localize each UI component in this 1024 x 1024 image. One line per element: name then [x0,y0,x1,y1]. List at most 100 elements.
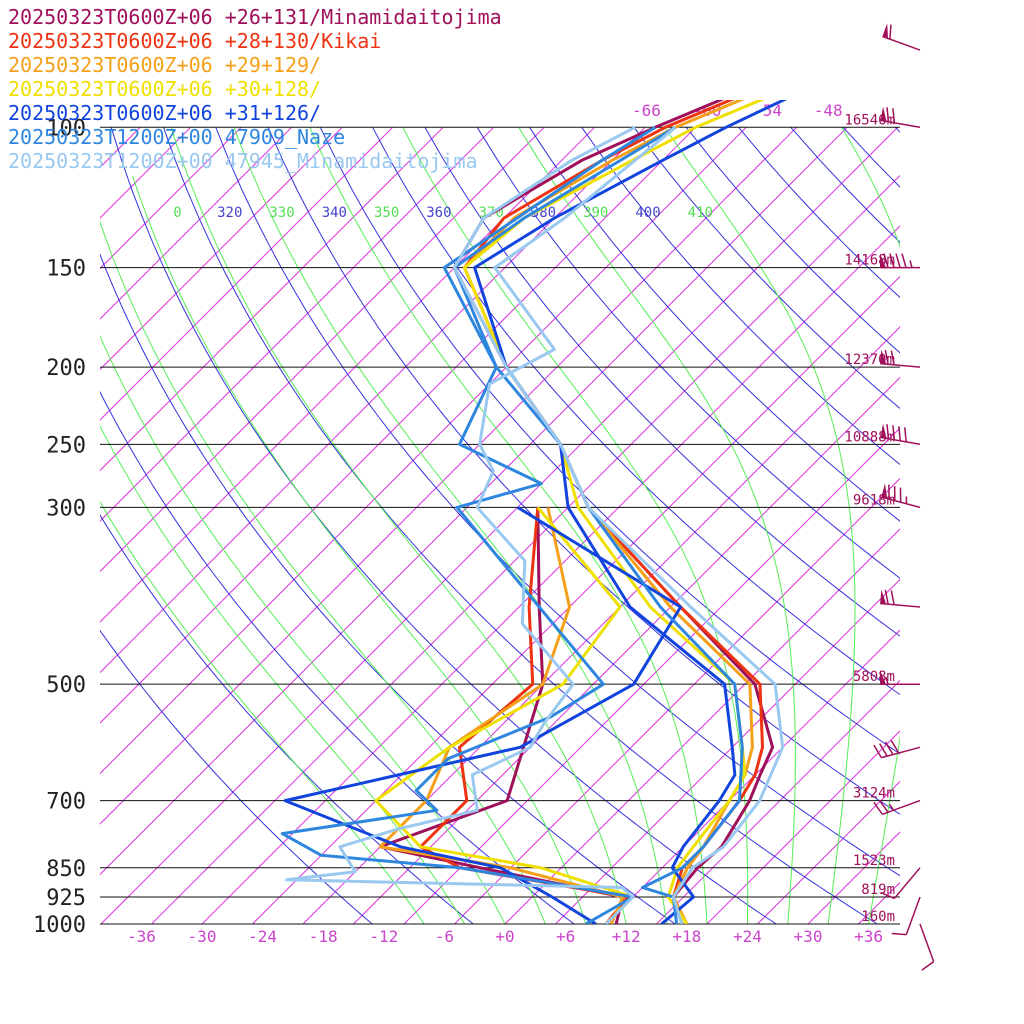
moist-adiabat [133,176,586,924]
pressure-label-500: 500 [46,673,86,698]
barb-flag [881,484,887,499]
theta-label: 350 [374,205,399,221]
barb-full [902,254,906,268]
x-tick-label: +36 [854,927,883,946]
dry-adiabat [1000,127,1024,924]
x-tick-label: +12 [612,927,641,946]
series-1 [421,50,925,924]
barb-full [892,934,907,935]
x-tick-label: +30 [794,927,823,946]
x-tick-label: -30 [188,927,217,946]
barb-full [896,254,900,268]
barb-full [890,25,891,40]
theta-label: 360 [426,205,451,221]
plot-area [0,127,1024,924]
pressure-label-300: 300 [46,496,86,521]
x-tick-label: +0 [495,927,514,946]
dry-adiabat [895,127,1024,924]
x-tick-label: -24 [248,927,277,946]
isotherm-line [455,127,1024,924]
isotherm-line [0,127,241,924]
isotherm-line [707,127,1024,924]
dry-adiabat [843,127,1024,924]
theta-label: 320 [217,205,242,221]
series-2 [380,50,934,924]
x-tick-label: -18 [309,927,338,946]
temperature-line [454,127,782,924]
temperature-axis: -36 -30 -24 -18 -12 -6 +0 +6 +12 +18 +24 +30 +36 [127,927,883,946]
dry-adiabat [59,127,675,924]
moist-adiabat [64,244,505,924]
pressure-label-150: 150 [46,257,86,282]
x-tick-label: -6 [435,927,454,946]
pressure-label-1000: 1000 [33,913,86,938]
moist-adiabat [403,127,748,924]
legend-entry: 20250323T0600Z+06 +30+128/ [8,77,321,101]
barb-shaft [894,868,920,899]
isotherm-line [303,127,1024,924]
series-5 [282,127,742,924]
theta-label: 330 [269,205,294,221]
pressure-label-700: 700 [46,790,86,815]
moist-adiabat [519,127,796,924]
barb-full [880,800,889,812]
x-tick-label: -12 [369,927,398,946]
isotherm-line [354,127,1024,924]
isotherm-line [0,127,191,924]
legend-entry: 20250323T0600Z+06 +31+126/ [8,101,321,125]
isotherm-line [1010,127,1024,924]
dry-adiabat [739,127,1024,924]
barb-shaft [882,36,920,50]
pressure-label-200: 200 [46,356,86,381]
theta-label: 390 [583,205,608,221]
x-tick-label: +6 [556,927,575,946]
barb-full [922,962,934,971]
dry-adiabat [425,127,1024,924]
barb-shaft [880,604,920,607]
theta-label: 340 [322,205,347,221]
barb-flag [882,23,888,38]
x-tick-label: +18 [672,927,701,946]
legend-entry: 20250323T0600Z+06 +26+131/Minamidaitojim… [8,5,502,29]
grid-layer [0,127,1024,924]
theta-label: 400 [635,205,660,221]
dry-adiabat [320,127,1024,924]
wind-barb [880,590,920,607]
isotherm-line [960,127,1024,924]
height-label-700: 3124m [853,786,895,802]
isotherm-line [0,127,746,924]
wind-barb [892,897,920,935]
isotherm-line [0,127,797,924]
x-tick-label: +24 [733,927,762,946]
pressure-label-850: 850 [46,857,86,882]
isotherm-line [758,127,1024,924]
isotherm-line [909,127,1024,924]
legend-entry: 20250323T1200Z+00 47909_Naze [8,125,345,149]
barb-shaft [881,747,920,757]
theta-label: 0 [173,205,181,221]
wind-barb [920,924,934,970]
barb-full [891,590,894,604]
isotherm-line [808,127,1024,924]
theta-labels: 0 320 330 340 350 360 370 380 390 400 410 [173,205,713,221]
x-tick-label: -36 [127,927,156,946]
series-0 [380,50,924,924]
barb-full [905,427,907,441]
theta-label: 410 [688,205,713,221]
pressure-label-250: 250 [46,433,86,458]
barb-shaft [920,924,934,962]
wind-barbs [874,23,934,970]
pressure-label-925: 925 [46,886,86,911]
barb-full [874,802,883,814]
legend-entry: 20250323T1200Z+00 47945_Minamidaitojima [8,149,478,173]
legend: 20250323T0600Z+06 +26+131/Minamidaitojim… [8,5,502,173]
height-label-925: 819m [861,882,895,898]
legend-entry: 20250323T0600Z+06 +28+130/Kikai [8,29,381,53]
isotherm-line [657,127,1024,924]
barb-full [899,426,901,440]
dry-adiabat [948,127,1024,924]
isotherm-label: -66 [632,101,661,120]
height-label-500: 5808m [853,669,895,685]
barb-shaft [906,897,920,935]
